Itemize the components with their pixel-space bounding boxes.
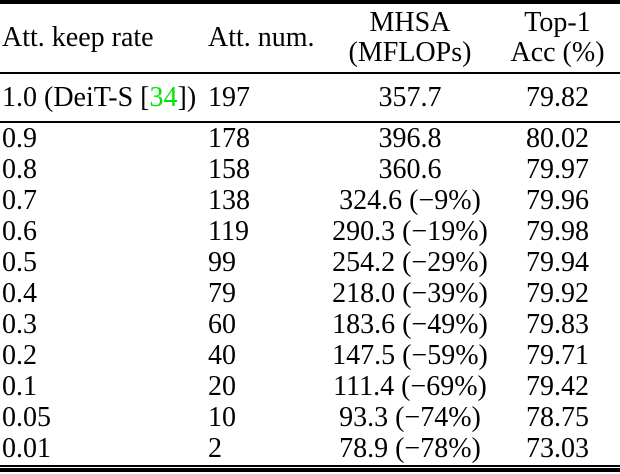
header-mhsa-mflops: MHSA (MFLOPs) (325, 8, 495, 67)
cell-acc: 79.42 (526, 370, 589, 402)
cell-att-num: 20 (208, 370, 236, 402)
cell-att-keep-rate: 0.8 (2, 153, 37, 185)
cell-acc: 79.98 (526, 215, 589, 247)
table-row: 0.8 158 360.6 79.97 (0, 154, 620, 185)
cell-mflops: 183.6 (−49%) (332, 308, 488, 340)
cell-acc: 78.75 (526, 401, 589, 433)
header-att-num: Att. num. (208, 22, 315, 53)
table-row-baseline: 1.0 (DeiT-S [34]) 197 357.7 79.82 (0, 74, 620, 123)
cell-att-num: 158 (208, 153, 250, 185)
cell-att-num: 40 (208, 339, 236, 371)
cell-att-num: 79 (208, 277, 236, 309)
table-row: 0.5 99 254.2 (−29%) 79.94 (0, 247, 620, 278)
cell-mflops: 324.6 (−9%) (339, 184, 481, 216)
cell-att-keep-rate: 0.05 (2, 401, 51, 433)
cell-acc: 79.97 (526, 153, 589, 185)
cell-att-num: 10 (208, 401, 236, 433)
cell-acc: 79.96 (526, 184, 589, 216)
cell-att-num: 60 (208, 308, 236, 340)
cell-mflops: 93.3 (−74%) (339, 401, 481, 433)
cell-att-keep-rate: 0.5 (2, 246, 37, 278)
table-row: 0.4 79 218.0 (−39%) 79.92 (0, 278, 620, 309)
cell-mflops: 290.3 (−19%) (332, 215, 488, 247)
table-row: 0.1 20 111.4 (−69%) 79.42 (0, 371, 620, 402)
cell-att-num: 99 (208, 246, 236, 278)
header-att-keep-rate: Att. keep rate (2, 22, 154, 53)
table-row: 0.9 178 396.8 80.02 (0, 123, 620, 154)
table-row: 0.7 138 324.6 (−9%) 79.96 (0, 185, 620, 216)
table-row: 0.05 10 93.3 (−74%) 78.75 (0, 402, 620, 433)
header-mhsa-line1: MHSA (369, 7, 451, 39)
cell-acc: 79.82 (526, 81, 589, 113)
cell-mflops: 357.7 (378, 81, 442, 113)
cell-att-num: 178 (208, 122, 250, 154)
cell-att-keep-rate: 1.0 (DeiT-S [34]) (0, 82, 205, 114)
cell-att-keep-rate: 0.9 (2, 122, 37, 154)
cell-acc: 80.02 (526, 122, 589, 154)
table-row: 0.6 119 290.3 (−19%) 79.98 (0, 216, 620, 247)
cell-att-keep-rate: 0.1 (2, 370, 37, 402)
table-header-row: Att. keep rate Att. num. MHSA (MFLOPs) T… (0, 4, 620, 74)
cell-mflops: 218.0 (−39%) (332, 277, 488, 309)
cell-acc: 79.92 (526, 277, 589, 309)
header-top1-line2: Acc (%) (510, 37, 605, 68)
table-bottom-rule-thin (0, 465, 620, 467)
cell-acc: 79.71 (526, 339, 589, 371)
cell-att-num: 119 (208, 215, 249, 247)
table-row: 0.2 40 147.5 (−59%) 79.71 (0, 340, 620, 371)
cell-att-num: 197 (208, 81, 250, 113)
cell-att-keep-rate: 0.7 (2, 184, 37, 216)
cell-mflops: 254.2 (−29%) (332, 246, 488, 278)
baseline-rate-suffix: ]) (177, 81, 197, 113)
header-top1-acc: Top-1 Acc (%) (495, 8, 620, 67)
cell-acc: 79.94 (526, 246, 589, 278)
cell-acc: 73.03 (526, 432, 589, 464)
header-top1-line1: Top-1 (524, 7, 591, 39)
cell-mflops: 360.6 (378, 153, 442, 185)
table-row: 0.3 60 183.6 (−49%) 79.83 (0, 309, 620, 340)
cell-mflops: 78.9 (−78%) (339, 432, 481, 464)
cell-att-keep-rate: 0.3 (2, 308, 37, 340)
cell-att-keep-rate: 0.2 (2, 339, 37, 371)
table-row: 0.01 2 78.9 (−78%) 73.03 (0, 433, 620, 464)
cell-att-keep-rate: 0.01 (2, 432, 51, 464)
cell-att-keep-rate: 0.4 (2, 277, 37, 309)
cell-att-num: 138 (208, 184, 250, 216)
cell-mflops: 147.5 (−59%) (332, 339, 488, 371)
cell-att-keep-rate: 0.6 (2, 215, 37, 247)
cell-acc: 79.83 (526, 308, 589, 340)
table-bottom-rule-thick (0, 468, 620, 472)
header-mhsa-line2: (MFLOPs) (348, 37, 472, 68)
table-top-rule (0, 0, 620, 4)
baseline-rate-prefix: 1.0 (DeiT-S [ (2, 81, 150, 113)
cell-mflops: 396.8 (378, 122, 442, 154)
citation-link-34[interactable]: 34 (149, 81, 178, 113)
cell-att-num: 2 (208, 432, 222, 464)
cell-mflops: 111.4 (−69%) (333, 370, 487, 402)
